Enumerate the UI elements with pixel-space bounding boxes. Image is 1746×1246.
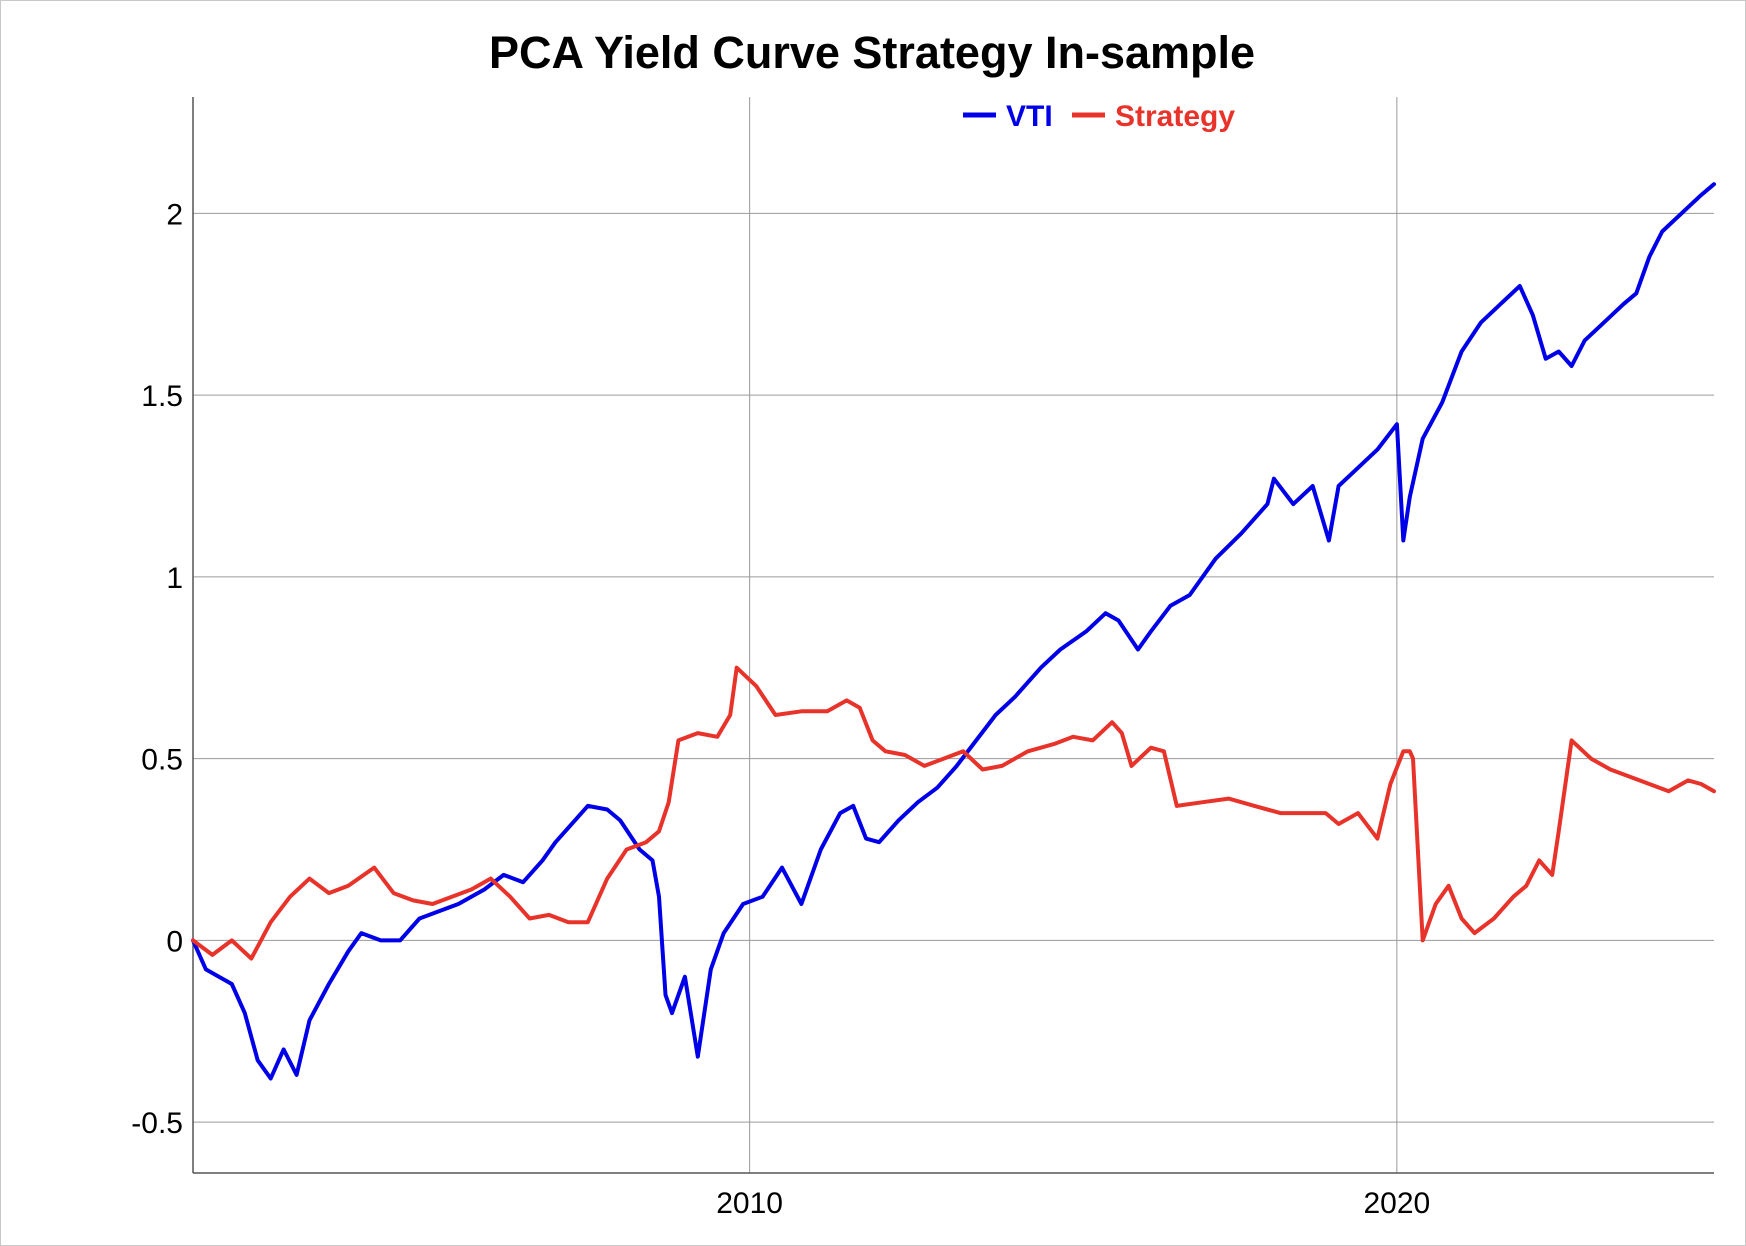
y-tick-label: 1 bbox=[166, 562, 183, 595]
y-tick-label: 2 bbox=[166, 198, 183, 231]
y-tick-label: 0.5 bbox=[141, 744, 183, 777]
x-tick-label: 2020 bbox=[1363, 1187, 1430, 1220]
series-layer bbox=[191, 182, 1716, 1081]
y-tick-label: 1.5 bbox=[141, 380, 183, 413]
series-line-strategy bbox=[191, 665, 1716, 961]
y-tick-label: 0 bbox=[166, 925, 183, 958]
grid-layer bbox=[193, 97, 1714, 1173]
legend-label-vti: VTI bbox=[1006, 100, 1053, 133]
legend: VTI Strategy bbox=[963, 100, 1235, 133]
legend-label-strategy: Strategy bbox=[1115, 100, 1235, 133]
x-tick-label: 2010 bbox=[716, 1187, 783, 1220]
series-line-vti bbox=[191, 182, 1716, 1081]
axis-layer: -0.5 0 0.5 1 1.5 2 2010 2020 bbox=[131, 97, 1714, 1220]
chart-title: PCA Yield Curve Strategy In-sample bbox=[489, 27, 1255, 78]
y-tick-label: -0.5 bbox=[131, 1107, 183, 1140]
